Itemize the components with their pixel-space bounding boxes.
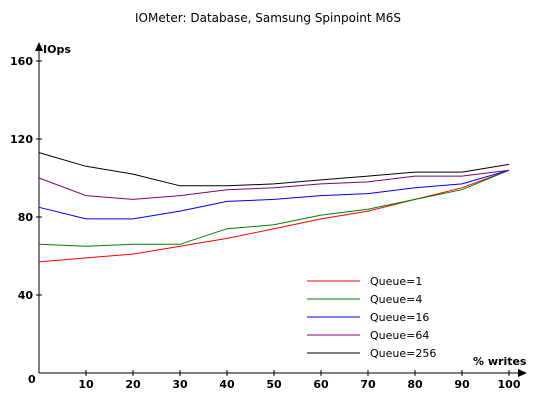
x-tick-label: 80: [407, 378, 423, 391]
y-axis-arrow: [35, 42, 43, 51]
chart-title: IOMeter: Database, Samsung Spinpoint M6S: [135, 11, 401, 25]
legend-entry: Queue=16: [370, 311, 429, 324]
legend: Queue=1 Queue=4 Queue=16 Queue=64 Queue=256: [307, 275, 436, 360]
series-line-queue-256: [38, 152, 510, 187]
y-tick-label: 40: [18, 289, 34, 302]
legend-entry: Queue=4: [370, 293, 422, 306]
x-tick-label: 20: [125, 378, 141, 391]
series-lines: [38, 152, 510, 263]
x-tick-label: 40: [219, 378, 235, 391]
x-tick-label: 60: [313, 378, 329, 391]
y-axis-label: IOps: [43, 43, 71, 56]
legend-entry: Queue=1: [370, 275, 422, 288]
x-tick-label: 50: [266, 378, 282, 391]
y-tick-label: 160: [10, 55, 33, 68]
series-line-queue-4: [38, 169, 510, 247]
x-tick-label: 90: [454, 378, 470, 391]
x-tick-label: 30: [172, 378, 188, 391]
x-ticks: 10 20 30 40 50 60 70 80 90 100: [78, 370, 521, 391]
series-line-queue-64: [38, 169, 510, 200]
y-ticks: 40 80 120 160: [10, 55, 42, 302]
series-line-queue-1: [38, 169, 510, 263]
origin-label: 0: [28, 373, 36, 386]
x-tick-label: 70: [360, 378, 376, 391]
x-tick-label: 100: [498, 378, 521, 391]
x-tick-label: 10: [78, 378, 94, 391]
axes: IOps % writes 0: [28, 42, 527, 386]
series-line-queue-16: [38, 169, 510, 220]
legend-entry: Queue=64: [370, 329, 429, 342]
y-tick-label: 80: [18, 211, 34, 224]
y-tick-label: 120: [10, 133, 33, 146]
x-axis-label: % writes: [473, 355, 527, 368]
legend-entry: Queue=256: [370, 347, 436, 360]
x-axis-arrow: [518, 369, 527, 377]
